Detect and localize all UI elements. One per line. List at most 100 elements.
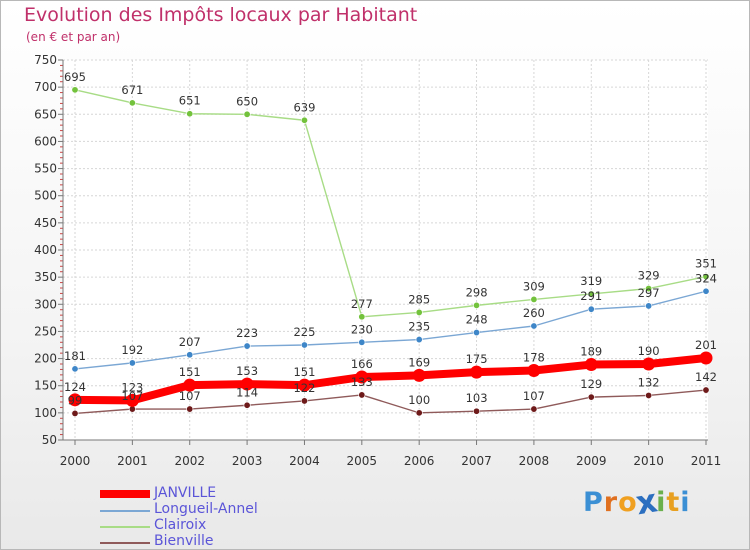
data-point: [68, 393, 82, 407]
data-point: [584, 358, 598, 372]
x-tick-label: 2001: [117, 454, 148, 468]
y-tick-label: 550: [34, 162, 57, 176]
y-tick-label: 50: [42, 433, 57, 447]
data-point: [699, 351, 713, 365]
logo-letter: i: [656, 487, 667, 518]
data-label: 192: [121, 343, 143, 357]
data-label: 151: [179, 365, 201, 379]
data-point: [128, 359, 136, 367]
data-label: 181: [64, 349, 86, 363]
legend-swatch: [100, 526, 150, 528]
legend-swatch: [100, 510, 150, 512]
legend-swatch: [100, 542, 150, 544]
data-label: 107: [523, 389, 545, 403]
data-point: [300, 116, 308, 124]
data-label: 230: [351, 322, 373, 336]
data-point: [645, 302, 653, 310]
logo-letter: P: [583, 487, 604, 518]
y-tick-label: 150: [34, 379, 57, 393]
y-tick-label: 650: [34, 107, 57, 121]
chart-subtitle: (en € et par an): [26, 30, 121, 44]
data-label: 142: [695, 370, 717, 384]
data-label: 309: [523, 279, 545, 293]
data-label: 153: [236, 364, 258, 378]
series-line-bienville: [74, 389, 707, 415]
data-label: 297: [638, 286, 660, 300]
logo-letter: t: [666, 487, 681, 518]
x-tick-label: 2004: [289, 454, 320, 468]
data-point: [470, 365, 484, 379]
data-point: [240, 377, 254, 391]
logo-letter: o: [618, 487, 638, 518]
data-label: 178: [523, 351, 545, 365]
data-point: [473, 407, 481, 415]
data-point: [125, 393, 139, 407]
data-point: [530, 405, 538, 413]
data-point: [186, 351, 194, 359]
legend-label: Longueil-Annel: [154, 501, 258, 517]
x-tick-label: 2009: [576, 454, 607, 468]
y-tick-label: 450: [34, 216, 57, 230]
x-tick-label: 2005: [347, 454, 378, 468]
legend-label: Bienville: [154, 533, 214, 549]
data-point: [358, 313, 366, 321]
data-point: [702, 386, 710, 394]
y-tick-label: 750: [34, 53, 57, 67]
x-tick-label: 2006: [404, 454, 435, 468]
data-label: 260: [523, 306, 545, 320]
data-label: 107: [121, 389, 143, 403]
data-label: 132: [638, 375, 660, 389]
x-tick-label: 2008: [519, 454, 550, 468]
data-point: [645, 391, 653, 399]
x-tick-label: 2007: [461, 454, 492, 468]
data-label: 651: [179, 94, 201, 108]
data-label: 122: [293, 381, 315, 395]
data-point: [71, 365, 79, 373]
data-label: 639: [293, 100, 315, 114]
proxiti-logo: Proxiti: [583, 482, 691, 522]
legend-label: Clairoix: [154, 517, 207, 533]
y-tick-label: 200: [34, 352, 57, 366]
data-label: 277: [351, 297, 373, 311]
legend-item-longueil-annel: Longueil-Annel: [100, 501, 400, 518]
data-label: 324: [695, 271, 717, 285]
y-tick-label: 100: [34, 406, 57, 420]
data-label: 133: [351, 375, 373, 389]
data-point: [415, 336, 423, 344]
data-label: 329: [638, 269, 660, 283]
data-label: 695: [64, 70, 86, 84]
legend-item-clairoix: Clairoix: [100, 517, 400, 534]
data-point: [358, 391, 366, 399]
logo-letter: r: [603, 487, 619, 518]
data-point: [355, 370, 369, 384]
series-line-janville: [71, 354, 710, 405]
data-point: [71, 409, 79, 417]
data-point: [71, 86, 79, 94]
data-label: 123: [121, 380, 143, 394]
data-label: 201: [695, 338, 717, 352]
data-label: 129: [580, 377, 602, 391]
legend-item-bienville: Bienville: [100, 533, 400, 550]
data-label: 124: [64, 380, 86, 394]
data-point: [587, 393, 595, 401]
data-point: [530, 322, 538, 330]
y-tick-label: 300: [34, 297, 57, 311]
data-label: 650: [236, 94, 258, 108]
data-point: [300, 341, 308, 349]
data-label: 291: [580, 289, 602, 303]
data-label: 175: [466, 352, 488, 366]
data-point: [645, 285, 653, 293]
data-point: [415, 308, 423, 316]
data-point: [186, 110, 194, 118]
logo-letter: i: [680, 487, 691, 518]
data-point: [243, 110, 251, 118]
data-point: [243, 342, 251, 350]
data-point: [297, 378, 311, 392]
data-label: 114: [236, 385, 258, 399]
data-label: 235: [408, 320, 430, 334]
data-label: 225: [293, 325, 315, 339]
data-label: 671: [121, 83, 143, 97]
data-point: [358, 338, 366, 346]
data-point: [415, 409, 423, 417]
